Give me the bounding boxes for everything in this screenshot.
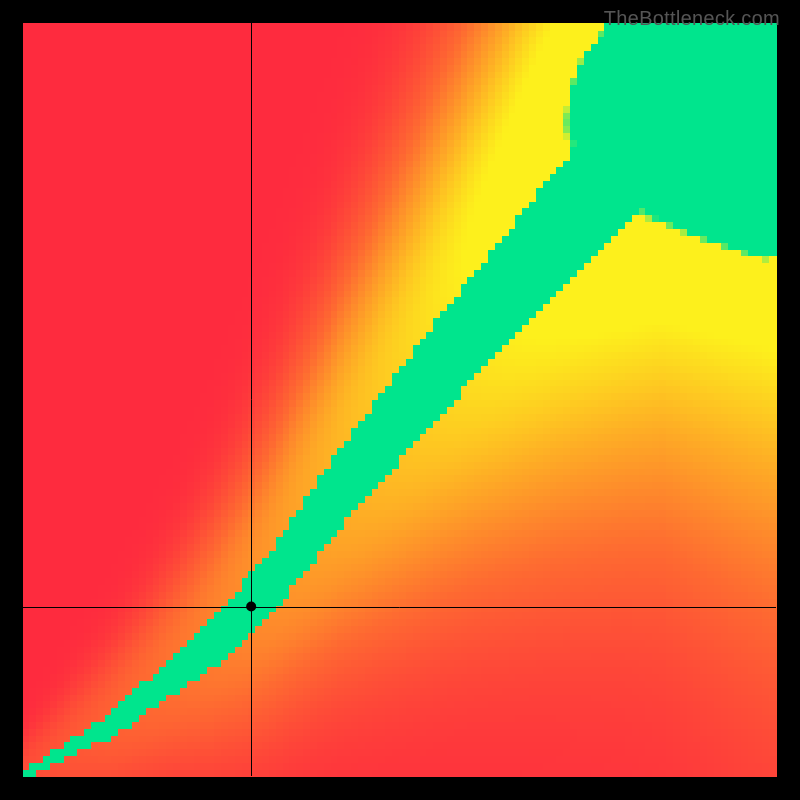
bottleneck-heatmap — [0, 0, 800, 800]
watermark-text: TheBottleneck.com — [604, 8, 780, 31]
